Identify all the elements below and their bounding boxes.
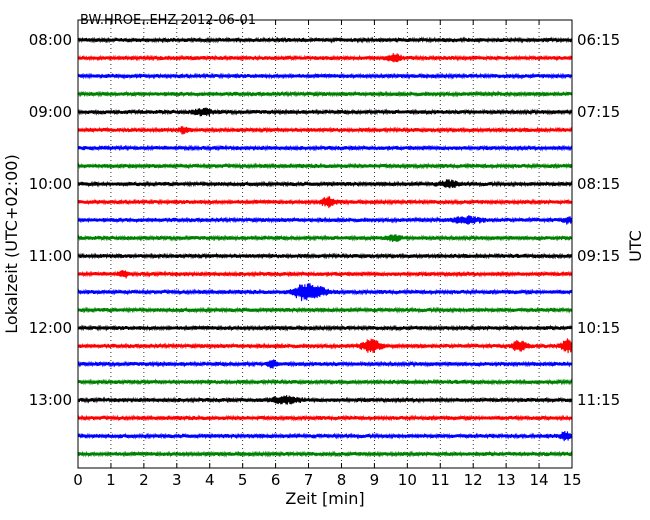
trace-1	[77, 53, 573, 63]
plot-frame	[77, 19, 573, 469]
trace-15	[77, 306, 573, 314]
trace-20	[77, 395, 573, 405]
x-axis-label: Zeit [min]	[285, 489, 364, 508]
seismic-traces	[77, 36, 573, 458]
right-tick-label-3: 09:15	[577, 247, 620, 265]
x-axis-ticks: 0 1 2 3 4 5 6 7 8 9 10 11 12 13 14 15	[73, 20, 582, 489]
chart-title: BW.HROE..EHZ 2012-06-01	[80, 13, 256, 28]
x-tick-label-14: 14	[530, 471, 549, 489]
left-axis-label: Lokalzeit (UTC+02:00)	[2, 154, 21, 333]
x-tick-label-6: 6	[271, 471, 281, 489]
x-tick-label-15: 15	[562, 471, 581, 489]
trace-2	[77, 72, 573, 80]
left-tick-label-0: 08:00	[29, 31, 72, 49]
trace-0	[77, 36, 573, 44]
left-tick-label-4: 12:00	[29, 319, 72, 337]
x-tick-label-7: 7	[304, 471, 314, 489]
left-axis-ticks: 08:00 09:00 10:00 11:00 12:00 13:00	[29, 31, 83, 409]
left-tick-label-5: 13:00	[29, 391, 72, 409]
x-tick-label-8: 8	[337, 471, 347, 489]
trace-5	[77, 126, 573, 135]
right-axis-ticks: 06:15 07:15 08:15 09:15 10:15 11:15	[567, 31, 620, 409]
trace-11	[77, 234, 573, 243]
x-tick-label-3: 3	[172, 471, 182, 489]
x-tick-label-1: 1	[106, 471, 116, 489]
trace-4	[77, 107, 573, 117]
x-tick-label-10: 10	[398, 471, 417, 489]
trace-23	[77, 450, 573, 458]
right-axis-label: UTC	[626, 230, 645, 262]
x-tick-label-2: 2	[139, 471, 149, 489]
trace-3	[77, 90, 573, 98]
x-tick-label-12: 12	[464, 471, 483, 489]
trace-13	[77, 270, 573, 279]
x-tick-label-11: 11	[431, 471, 450, 489]
trace-16	[77, 324, 573, 332]
trace-22	[77, 431, 573, 442]
right-tick-label-1: 07:15	[577, 103, 620, 121]
trace-14	[77, 283, 573, 302]
trace-9	[77, 196, 573, 209]
x-tick-label-9: 9	[370, 471, 380, 489]
x-tick-label-4: 4	[205, 471, 215, 489]
trace-17	[77, 338, 573, 354]
x-tick-label-0: 0	[73, 471, 83, 489]
x-tick-label-5: 5	[238, 471, 248, 489]
grid-lines	[110, 20, 540, 468]
left-tick-label-3: 11:00	[29, 247, 72, 265]
x-tick-label-13: 13	[497, 471, 516, 489]
trace-10	[77, 215, 573, 225]
trace-19	[77, 378, 573, 386]
trace-12	[77, 252, 573, 260]
left-tick-label-1: 09:00	[29, 103, 72, 121]
right-tick-label-5: 11:15	[577, 391, 620, 409]
trace-6	[77, 144, 573, 152]
trace-7	[77, 162, 573, 170]
right-tick-label-4: 10:15	[577, 319, 620, 337]
trace-21	[77, 414, 573, 422]
right-tick-label-2: 08:15	[577, 175, 620, 193]
trace-18	[77, 359, 573, 369]
trace-8	[77, 179, 573, 189]
right-tick-label-0: 06:15	[577, 31, 620, 49]
left-tick-label-2: 10:00	[29, 175, 72, 193]
